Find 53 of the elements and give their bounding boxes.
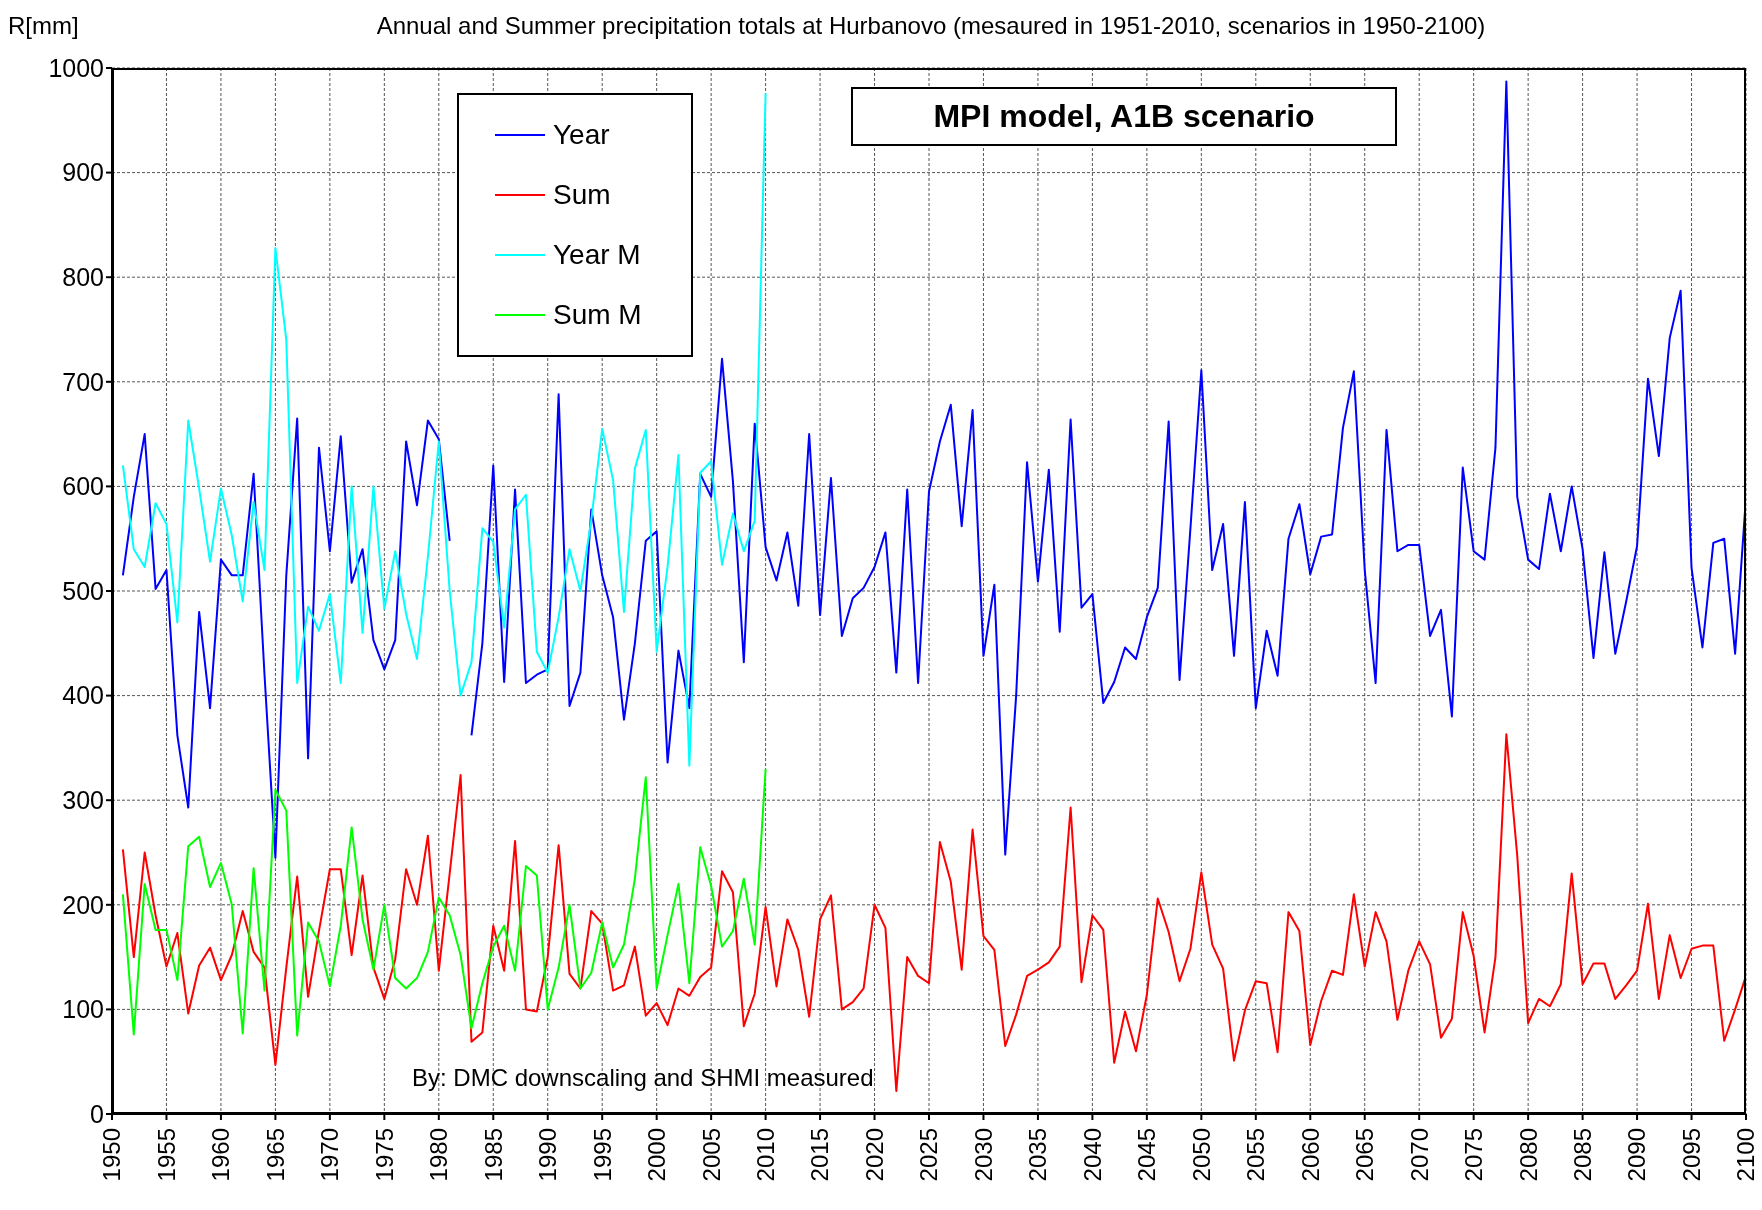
x-tick-label: 2015 (806, 1128, 834, 1182)
x-tick-label: 1995 (588, 1128, 616, 1182)
x-tick-label: 1965 (261, 1128, 289, 1182)
x-tick-label: 2060 (1296, 1128, 1324, 1182)
annotation: By: DMC downscaling and SHMI measured (412, 1064, 874, 1092)
x-tick-label: 2030 (969, 1128, 997, 1182)
x-tick-label: 2035 (1024, 1128, 1052, 1182)
line-series (121, 92, 767, 767)
y-tick-label: 600 (62, 472, 104, 501)
x-tick-label: 2005 (697, 1128, 725, 1182)
x-tick-label: 1960 (207, 1128, 235, 1182)
x-tick-label: 2045 (1133, 1128, 1161, 1182)
line-series (121, 767, 767, 1037)
x-tick-label: 1980 (425, 1128, 453, 1182)
y-tick-label: 500 (62, 576, 104, 605)
x-tick-label: 2055 (1242, 1128, 1270, 1182)
y-tick-label: 800 (62, 263, 104, 292)
x-tick-label: 2090 (1623, 1128, 1651, 1182)
x-tick-label: 2025 (915, 1128, 943, 1182)
y-tick-label: 100 (62, 995, 104, 1024)
x-tick-label: 2010 (752, 1128, 779, 1182)
line-series (121, 733, 1746, 1092)
chart-title: Annual and Summer precipitation totals at Hurbanovo (mesaured in 1951-2010, scenarios in 1950-2100) (375, 12, 1487, 40)
x-tick-label: 1970 (316, 1128, 344, 1182)
x-tick-label: 2095 (1677, 1128, 1705, 1182)
legend-label: Year M (553, 238, 641, 272)
legend-label: Year (553, 118, 610, 152)
x-tick-label: 2000 (643, 1128, 671, 1182)
y-tick-label: 0 (90, 1099, 104, 1128)
x-tick-label: 2020 (860, 1128, 888, 1182)
y-tick-label: 1000 (48, 53, 104, 82)
x-tick-label: 2065 (1351, 1128, 1379, 1182)
x-tick-label: 1975 (370, 1128, 398, 1182)
x-tick-label: 1985 (479, 1128, 507, 1182)
legend-label: Sum (553, 178, 611, 212)
x-tick-label: 2050 (1187, 1128, 1215, 1182)
x-tick-label: 2080 (1514, 1128, 1542, 1182)
x-tick-label: 1955 (152, 1128, 180, 1182)
y-tick-label: 200 (62, 890, 104, 919)
y-tick-label: 700 (62, 367, 104, 396)
y-axis-title: R[mm] (8, 12, 79, 40)
x-tick-label: 2100 (1732, 1128, 1760, 1182)
y-tick-label: 300 (62, 786, 104, 815)
annotation: MPI model, A1B scenario (933, 98, 1315, 135)
x-tick-label: 2075 (1460, 1128, 1488, 1182)
x-tick-label: 1950 (98, 1128, 126, 1182)
x-tick-label: 1990 (534, 1128, 562, 1182)
x-tick-label: 2040 (1078, 1128, 1106, 1182)
y-tick-label: 400 (62, 681, 104, 710)
legend-label: Sum M (553, 298, 642, 332)
x-tick-label: 2070 (1405, 1128, 1433, 1182)
x-tick-label: 2085 (1569, 1128, 1596, 1182)
y-tick-label: 900 (62, 158, 104, 187)
